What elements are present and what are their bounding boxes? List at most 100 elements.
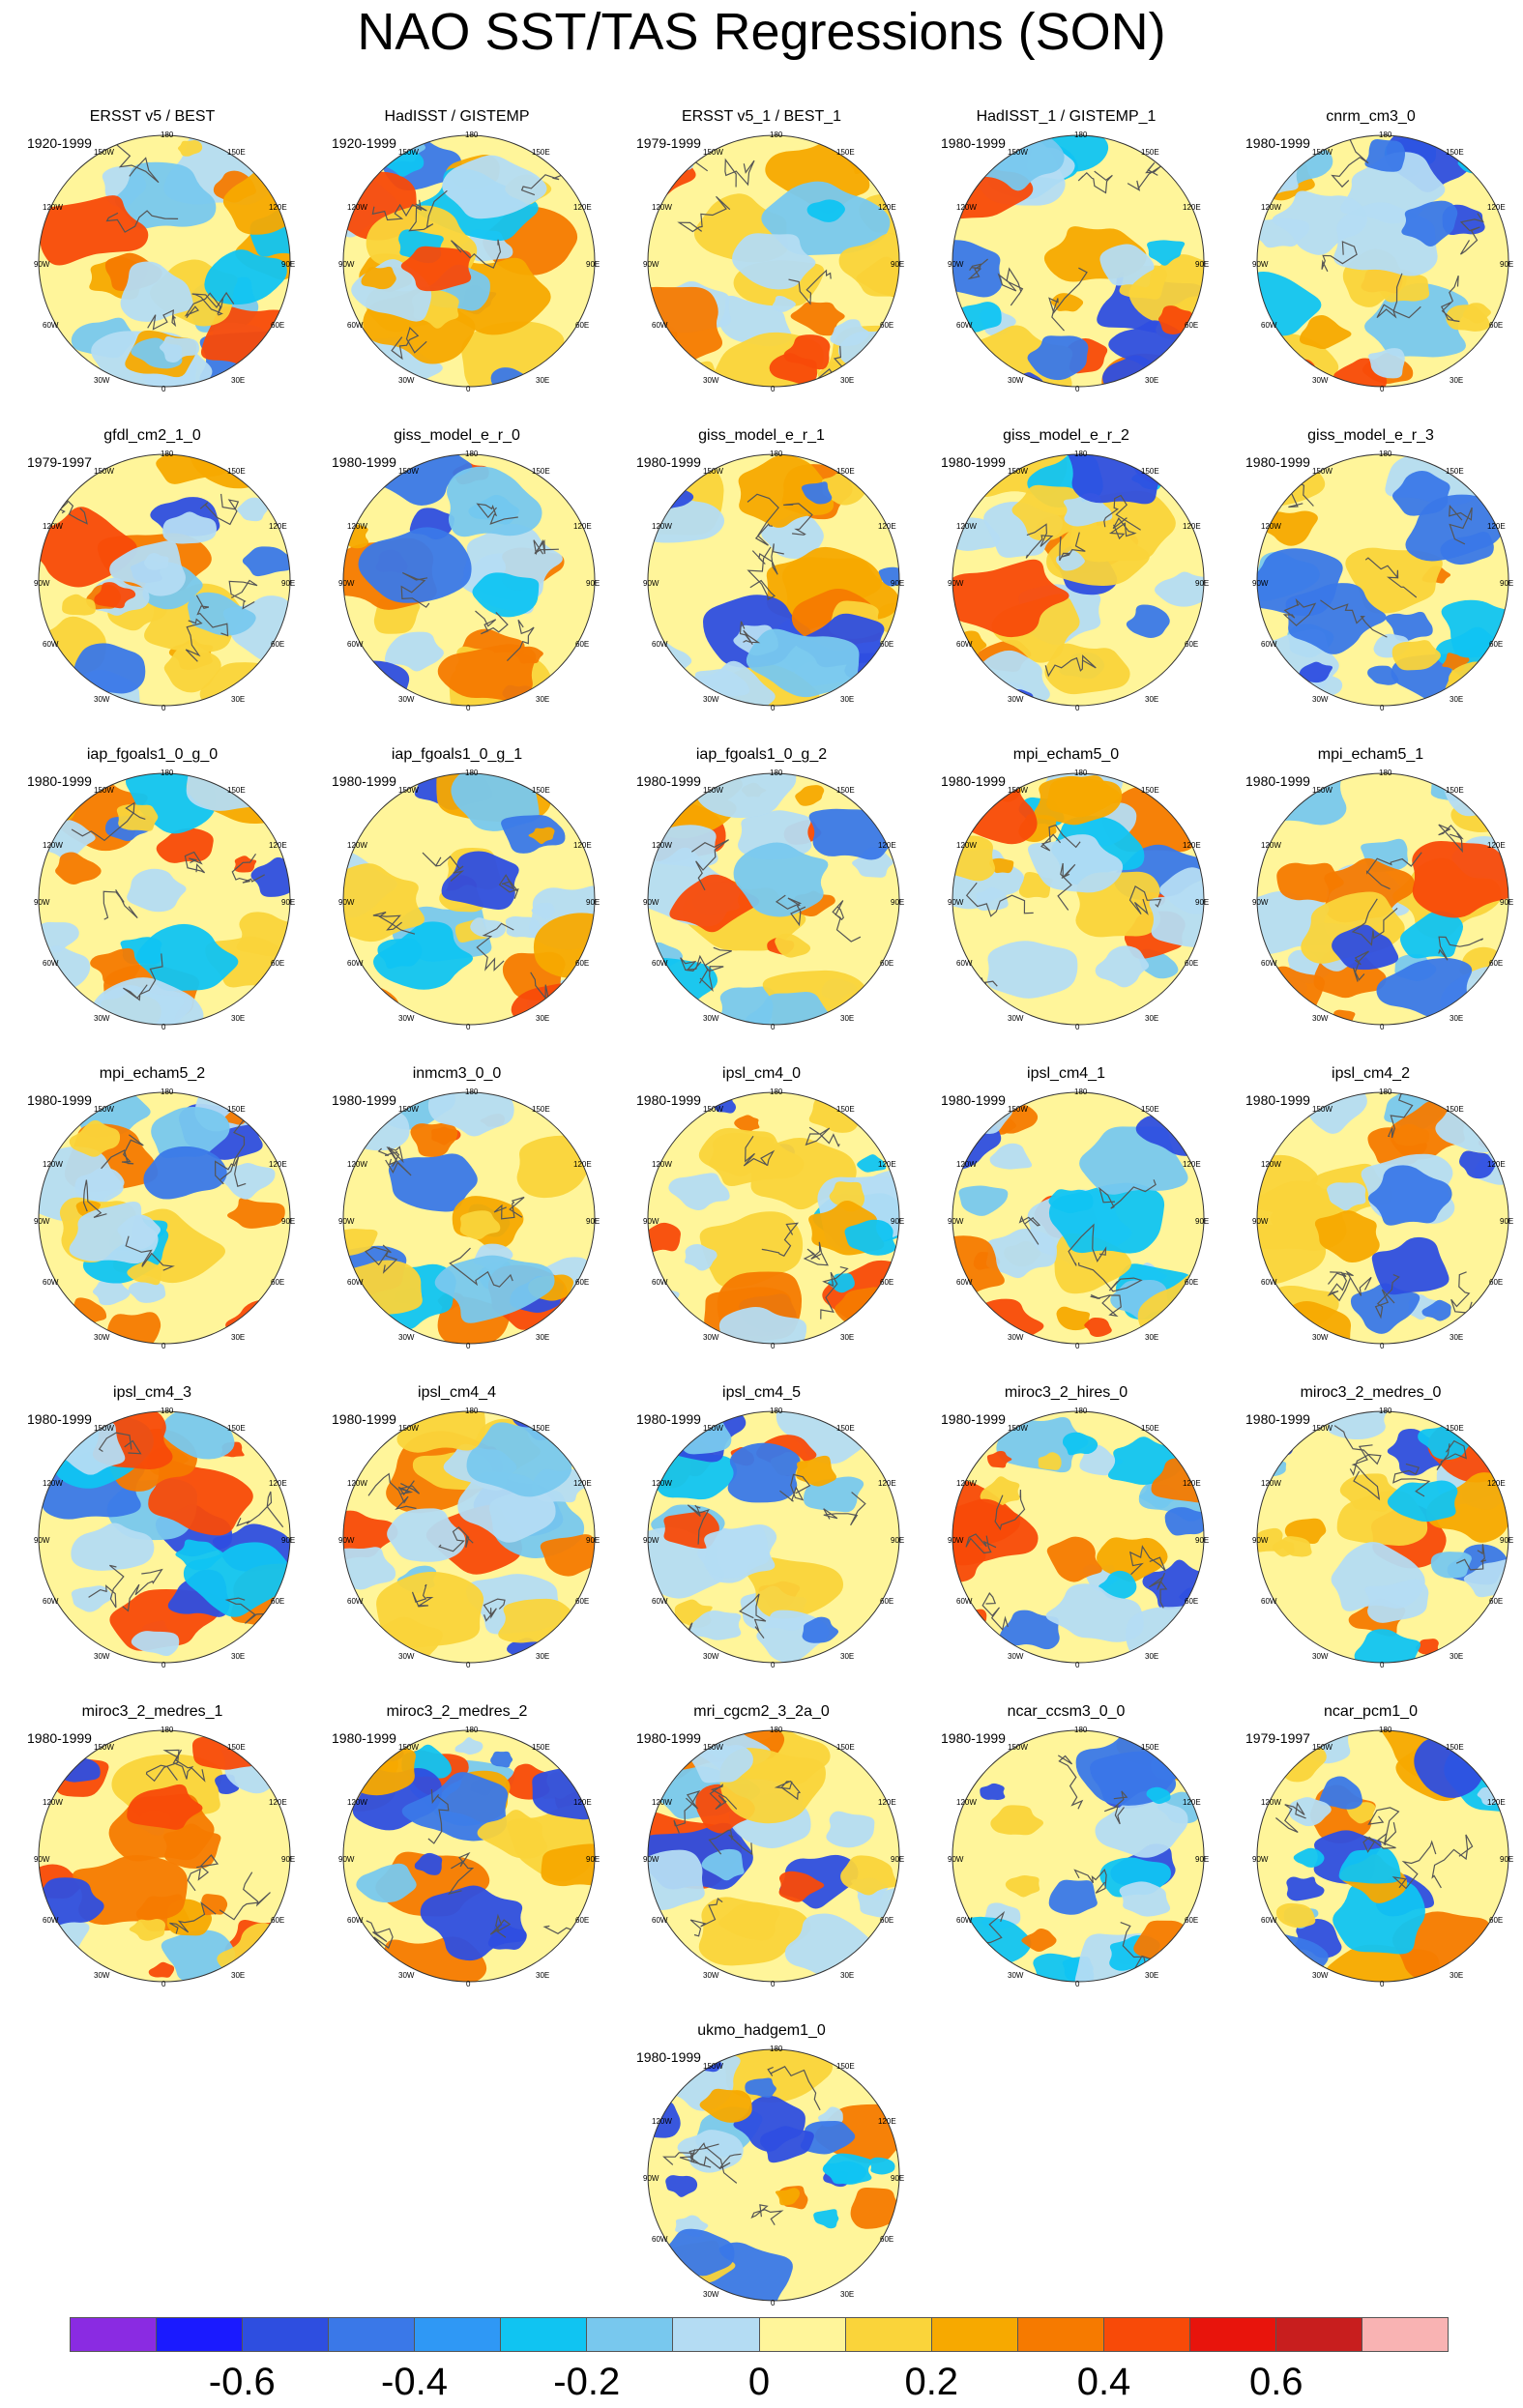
coastline xyxy=(750,2204,784,2226)
map-panel: inmcm3_0_0 180 150W 150E 120W 120E 90W 90E 60W 60… xyxy=(305,957,609,1350)
longitude-label: 0 xyxy=(771,1023,776,1031)
longitude-label: 120W xyxy=(347,203,367,212)
anomaly-contour xyxy=(699,2088,752,2123)
anomaly-contour xyxy=(1299,314,1352,350)
longitude-label: 150E xyxy=(836,148,855,157)
longitude-label: 30E xyxy=(840,1971,855,1980)
longitude-label: 90W xyxy=(1252,1855,1269,1864)
longitude-label: 120W xyxy=(347,841,367,850)
longitude-label: 150E xyxy=(1446,1743,1464,1752)
panel-title: mri_cgcm2_3_2a_0 xyxy=(693,1703,830,1720)
polar-map: 180 150W 150E 120W 120E 90W 90E 60W 60E 30W 30E 0 xyxy=(338,1088,600,1350)
anomaly-contour xyxy=(1027,335,1089,381)
longitude-label: 90E xyxy=(1500,1536,1514,1545)
longitude-label: 0 xyxy=(466,385,471,393)
coastline xyxy=(236,1491,284,1528)
longitude-label: 30W xyxy=(398,376,415,385)
anomaly-contour xyxy=(709,1132,775,1176)
anomaly-contour xyxy=(163,643,221,693)
longitude-label: 150E xyxy=(836,786,855,795)
longitude-label: 120E xyxy=(269,522,287,531)
anomaly-contour xyxy=(800,2120,856,2155)
longitude-label: 150W xyxy=(1312,1743,1333,1752)
colorbar-tick-label: 0.4 xyxy=(1076,2361,1131,2403)
coastline xyxy=(1048,267,1088,332)
anomaly-contour xyxy=(1157,305,1192,334)
longitude-label: 180 xyxy=(1379,131,1392,139)
longitude-label: 150E xyxy=(836,467,855,476)
map-panel: cnrm_cm3_0 180 150W 150E 120W 120E 90W 90E 60W 60… xyxy=(1218,0,1523,393)
longitude-label: 120E xyxy=(1487,1479,1506,1488)
anomaly-contour xyxy=(813,2209,839,2229)
longitude-label: 90E xyxy=(891,260,905,269)
coastline xyxy=(680,954,709,984)
longitude-label: 90E xyxy=(1195,1536,1210,1545)
longitude-label: 60E xyxy=(575,321,590,330)
anomaly-contour xyxy=(980,1476,1020,1507)
polar-map: 180 150W 150E 120W 120E 90W 90E 60W 60E 30W 30E 0 xyxy=(34,1088,295,1350)
map-panel: ipsl_cm4_0 180 150W 150E 120W 120E 90W 90E 60W 60… xyxy=(609,957,914,1350)
coastline xyxy=(1077,170,1113,194)
longitude-label: 180 xyxy=(770,2045,783,2053)
coastline xyxy=(1128,885,1162,915)
longitude-label: 30W xyxy=(94,1014,110,1023)
longitude-label: 0 xyxy=(1075,1023,1080,1031)
longitude-label: 150W xyxy=(1312,1105,1333,1114)
anomaly-contour xyxy=(541,1843,595,1887)
longitude-label: 150W xyxy=(1312,467,1333,476)
longitude-label: 150W xyxy=(703,1743,723,1752)
anomaly-contour xyxy=(958,1185,1009,1216)
anomaly-contour xyxy=(1119,1881,1171,1917)
anomaly-contour xyxy=(1050,293,1084,312)
longitude-label: 90W xyxy=(643,1217,659,1226)
longitude-label: 30W xyxy=(94,376,110,385)
longitude-label: 120E xyxy=(1487,203,1506,212)
polar-map-plot xyxy=(38,134,291,388)
anomaly-contour xyxy=(769,353,817,386)
longitude-label: 30W xyxy=(703,376,719,385)
longitude-label: 60E xyxy=(1185,321,1199,330)
coastline xyxy=(690,839,729,891)
longitude-label: 30W xyxy=(703,1014,719,1023)
panel-period: 1980-1999 xyxy=(332,454,396,470)
panel-period: 1979-1997 xyxy=(27,454,92,470)
anomaly-contour xyxy=(986,941,1078,999)
longitude-label: 30W xyxy=(1312,1333,1329,1342)
panel-title: ipsl_cm4_1 xyxy=(1027,1065,1105,1082)
anomaly-contour xyxy=(990,1805,1044,1836)
longitude-label: 60E xyxy=(575,1916,590,1925)
anomaly-contour xyxy=(1314,1210,1380,1263)
coastline xyxy=(1073,1869,1107,1894)
longitude-label: 150E xyxy=(532,1743,550,1752)
longitude-label: 90W xyxy=(34,1217,50,1226)
anomaly-contour xyxy=(1405,494,1505,562)
longitude-label: 90E xyxy=(586,579,600,588)
anomaly-contour xyxy=(718,1901,780,1941)
longitude-label: 120E xyxy=(269,841,287,850)
panel-title: gfdl_cm2_1_0 xyxy=(103,427,201,444)
longitude-label: 0 xyxy=(161,1342,166,1350)
longitude-label: 150W xyxy=(1312,786,1333,795)
anomaly-contour xyxy=(1462,303,1491,324)
coastline xyxy=(104,143,160,184)
longitude-label: 60W xyxy=(956,1916,973,1925)
panel-title: miroc3_2_hires_0 xyxy=(1004,1384,1128,1401)
anomaly-contour xyxy=(183,1542,290,1617)
map-outline xyxy=(1256,772,1509,1026)
coastline xyxy=(476,503,518,525)
longitude-label: 0 xyxy=(1075,1342,1080,1350)
colorbar-swatch xyxy=(845,2317,932,2352)
anomaly-contour xyxy=(999,1610,1060,1650)
longitude-label: 150E xyxy=(1446,148,1464,157)
polar-map-plot xyxy=(1256,1091,1509,1345)
anomaly-contour xyxy=(533,913,595,978)
longitude-label: 120E xyxy=(1487,1160,1506,1169)
longitude-label: 0 xyxy=(161,1023,166,1031)
longitude-label: 60E xyxy=(271,321,285,330)
map-panel: miroc3_2_medres_2 180 150W 150E 120W 120E 90W 9… xyxy=(305,1595,609,1988)
longitude-label: 90E xyxy=(1500,260,1514,269)
coastline xyxy=(677,195,731,233)
longitude-label: 150W xyxy=(398,148,419,157)
anomaly-contour xyxy=(144,552,169,570)
longitude-label: 120E xyxy=(878,522,896,531)
